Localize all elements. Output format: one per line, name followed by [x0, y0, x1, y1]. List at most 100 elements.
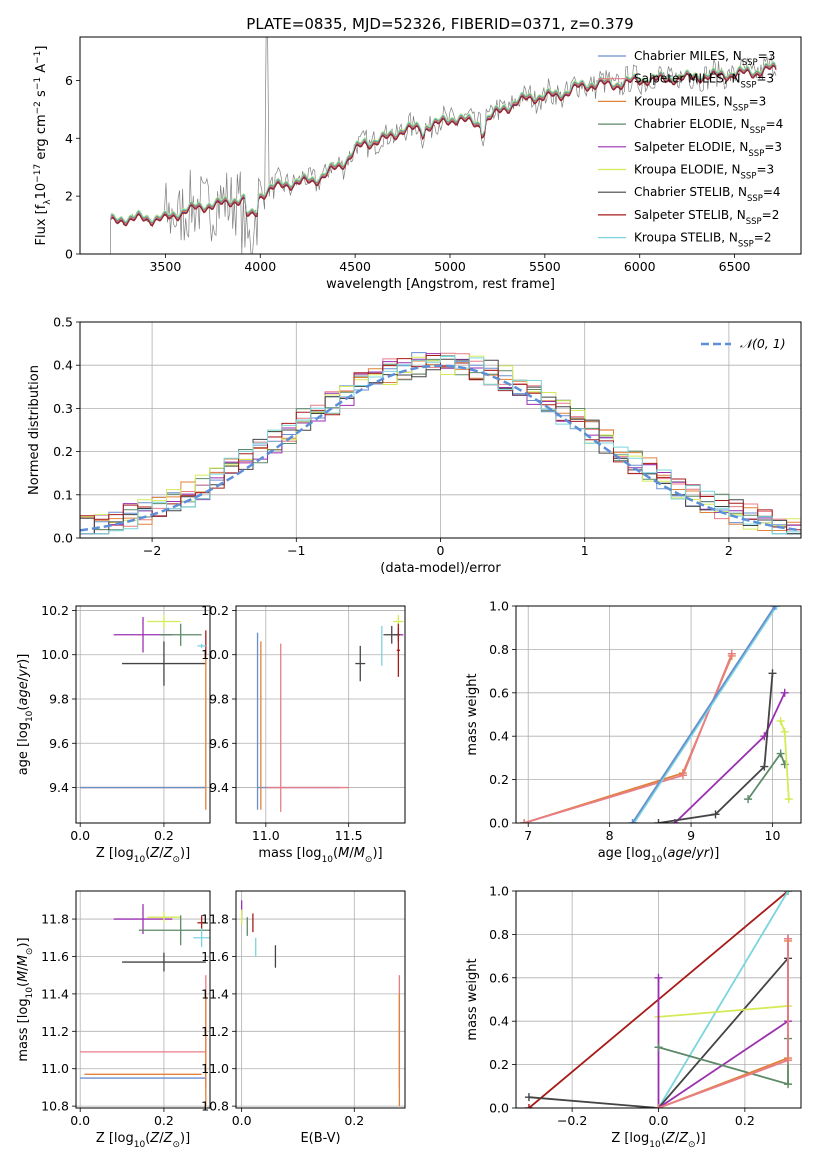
x-axis-label: age [log10(age/yr)]: [598, 846, 720, 865]
label-part: E(B-V): [300, 1131, 340, 1146]
plot-area: [524, 891, 793, 1108]
y-tick-label: 0.3: [53, 401, 73, 416]
y-tick-label: 0.1: [53, 487, 73, 502]
label-part: /: [159, 1131, 164, 1146]
label-part: mass weight: [465, 958, 480, 1040]
legend-label: Salpeter ELODIE, NSSP=3: [634, 140, 782, 159]
legend-suffix: =3: [756, 72, 774, 86]
y-axis-label: mass weight: [465, 673, 480, 755]
y-tick-label: 11.6: [201, 949, 229, 964]
label-part: Z: [665, 1131, 676, 1146]
label-part: /: [16, 676, 31, 681]
x-tick-label: 6000: [624, 259, 656, 274]
legend-sub: SSP: [747, 194, 763, 204]
legend-text: Chabrier MILES, N: [634, 49, 742, 63]
weight-marker-salpeter_stelib: [524, 1104, 533, 1108]
weight-line-chabrier_elodie: [658, 1038, 789, 1086]
y-tick-label: 0: [65, 247, 73, 262]
y-axis-label: Normed distribution: [27, 365, 42, 495]
legend-sub: SSP: [742, 58, 758, 68]
label-part: 10: [322, 855, 334, 865]
x-axis-label: wavelength [Angstrom, rest frame]: [326, 277, 555, 292]
label-part: 10: [134, 1140, 146, 1150]
y-tick-label: 0.5: [53, 315, 73, 330]
plot-area: [520, 606, 793, 823]
legend-suffix: =4: [763, 185, 781, 199]
label-part: Z: [149, 846, 160, 861]
label-part: Z: [678, 1131, 689, 1146]
label-part: 10: [649, 1140, 661, 1150]
x-tick-label: 0.2: [344, 1113, 364, 1128]
weight-marker-chabrier_elodie: [776, 749, 785, 758]
legend-label: Kroupa MILES, NSSP=3: [634, 94, 766, 113]
x-tick-label: −0.2: [557, 1113, 587, 1128]
x-axis-label: Z [log10(Z/Z⊙)]: [96, 846, 190, 865]
weight-marker-salpeter_miles: [520, 819, 529, 823]
y-tick-label: 9.4: [49, 780, 69, 795]
weight-marker-chabrier_elodie: [654, 1043, 663, 1052]
label-part: )]: [16, 937, 31, 947]
legend-suffix: =4: [766, 117, 784, 131]
weight-line-kroupa_stelib: [633, 606, 778, 823]
legend-label: Kroupa ELODIE, NSSP=3: [634, 163, 774, 182]
weight-marker-chabrier_stelib: [654, 819, 663, 823]
x-tick-label: 0: [437, 543, 445, 558]
legend-suffix: =2: [754, 231, 772, 245]
y-tick-label: 11.4: [201, 986, 229, 1001]
y-tick-label: 0.8: [489, 927, 509, 942]
figure-title: PLATE=0835, MJD=52326, FIBERID=0371, z=0…: [246, 15, 633, 33]
axes-frame: [235, 890, 406, 1109]
x-axis-label: Z [log10(Z/Z⊙)]: [611, 1131, 705, 1150]
y-tick-label: 0.6: [489, 970, 509, 985]
y-tick-label: 9.8: [49, 692, 69, 707]
legend-label: Kroupa STELIB, NSSP=2: [634, 231, 772, 250]
x-tick-label: 3500: [149, 259, 181, 274]
legend-text: Kroupa MILES, N: [634, 94, 733, 108]
label-part: yr: [16, 662, 31, 678]
axes-frame: [75, 890, 211, 1109]
x-tick-label: −2: [143, 543, 161, 558]
legend-sub: SSP: [741, 81, 757, 91]
x-tick-label: 0.0: [70, 1113, 90, 1128]
legend-suffix: =3: [758, 49, 776, 63]
label-part: M: [338, 846, 349, 861]
weight-marker-salpeter_elodie: [780, 688, 789, 697]
label-part: 10: [34, 183, 49, 200]
label-part: erg cm: [34, 114, 49, 163]
label-part: /: [349, 846, 354, 861]
label-part: −1: [33, 77, 43, 90]
y-tick-label: 0.2: [53, 444, 73, 459]
x-tick-label: 4000: [244, 259, 276, 274]
y-axis-label: mass weight: [465, 958, 480, 1040]
legend-sub: SSP: [741, 172, 757, 182]
x-tick-label: 6500: [719, 259, 751, 274]
label-part: ⊙: [365, 855, 373, 865]
label-part: Flux [f: [34, 204, 49, 245]
x-tick-label: 2: [725, 543, 733, 558]
label-part: M: [16, 955, 31, 966]
x-tick-label: 5500: [529, 259, 561, 274]
x-axis-label: Z [log10(Z/Z⊙)]: [96, 1131, 190, 1150]
label-part: 10: [25, 710, 35, 722]
y-tick-label: 0.6: [489, 685, 509, 700]
label-part: (: [16, 706, 31, 711]
y-tick-label: 0.2: [489, 1057, 509, 1072]
x-tick-label: 11.5: [335, 828, 363, 843]
x-tick-label: 4500: [339, 259, 371, 274]
label-part: M: [354, 846, 365, 861]
legend-label: 𝒩(0, 1): [740, 336, 786, 351]
model-line-salpeter_stelib: [111, 65, 777, 227]
x-tick-label: 11.0: [252, 828, 280, 843]
plot-area: [80, 614, 207, 810]
legend-suffix: =3: [764, 140, 782, 154]
label-part: Z: [163, 846, 174, 861]
label-part: Z: [149, 1131, 160, 1146]
legend-label: Salpeter STELIB, NSSP=2: [634, 208, 779, 227]
y-tick-label: 0.4: [489, 1014, 509, 1029]
y-tick-label: 0.0: [53, 531, 73, 546]
weight-marker-chabrier_elodie: [784, 1080, 793, 1089]
weight-marker-chabrier_stelib: [524, 1093, 533, 1102]
label-part: Z [log: [96, 846, 134, 861]
y-tick-label: 10.2: [201, 603, 229, 618]
